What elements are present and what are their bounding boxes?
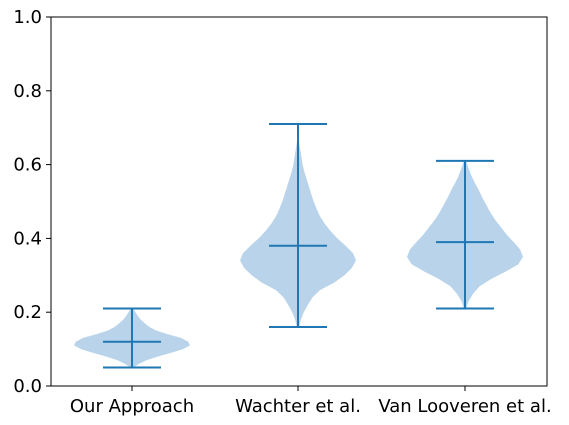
y-tick-label: 1.0 xyxy=(13,7,42,28)
plot-frame xyxy=(50,16,548,387)
y-tick-label: 0.6 xyxy=(13,155,42,176)
x-tick-label: Our Approach xyxy=(70,396,194,417)
x-tick-label: Wachter et al. xyxy=(235,396,361,417)
y-tick-label: 0.4 xyxy=(13,228,42,249)
y-axis: 0.0 0.2 0.4 0.6 0.8 1.0 xyxy=(13,7,51,397)
y-tick-label: 0.8 xyxy=(13,81,42,102)
violin-stat-lines xyxy=(103,123,494,369)
x-axis: Our Approach Wachter et al. Van Looveren e… xyxy=(70,386,552,417)
x-tick-label: Van Looveren et al. xyxy=(378,396,551,417)
y-tick-label: 0.0 xyxy=(13,376,42,397)
y-tick-label: 0.2 xyxy=(13,302,42,323)
